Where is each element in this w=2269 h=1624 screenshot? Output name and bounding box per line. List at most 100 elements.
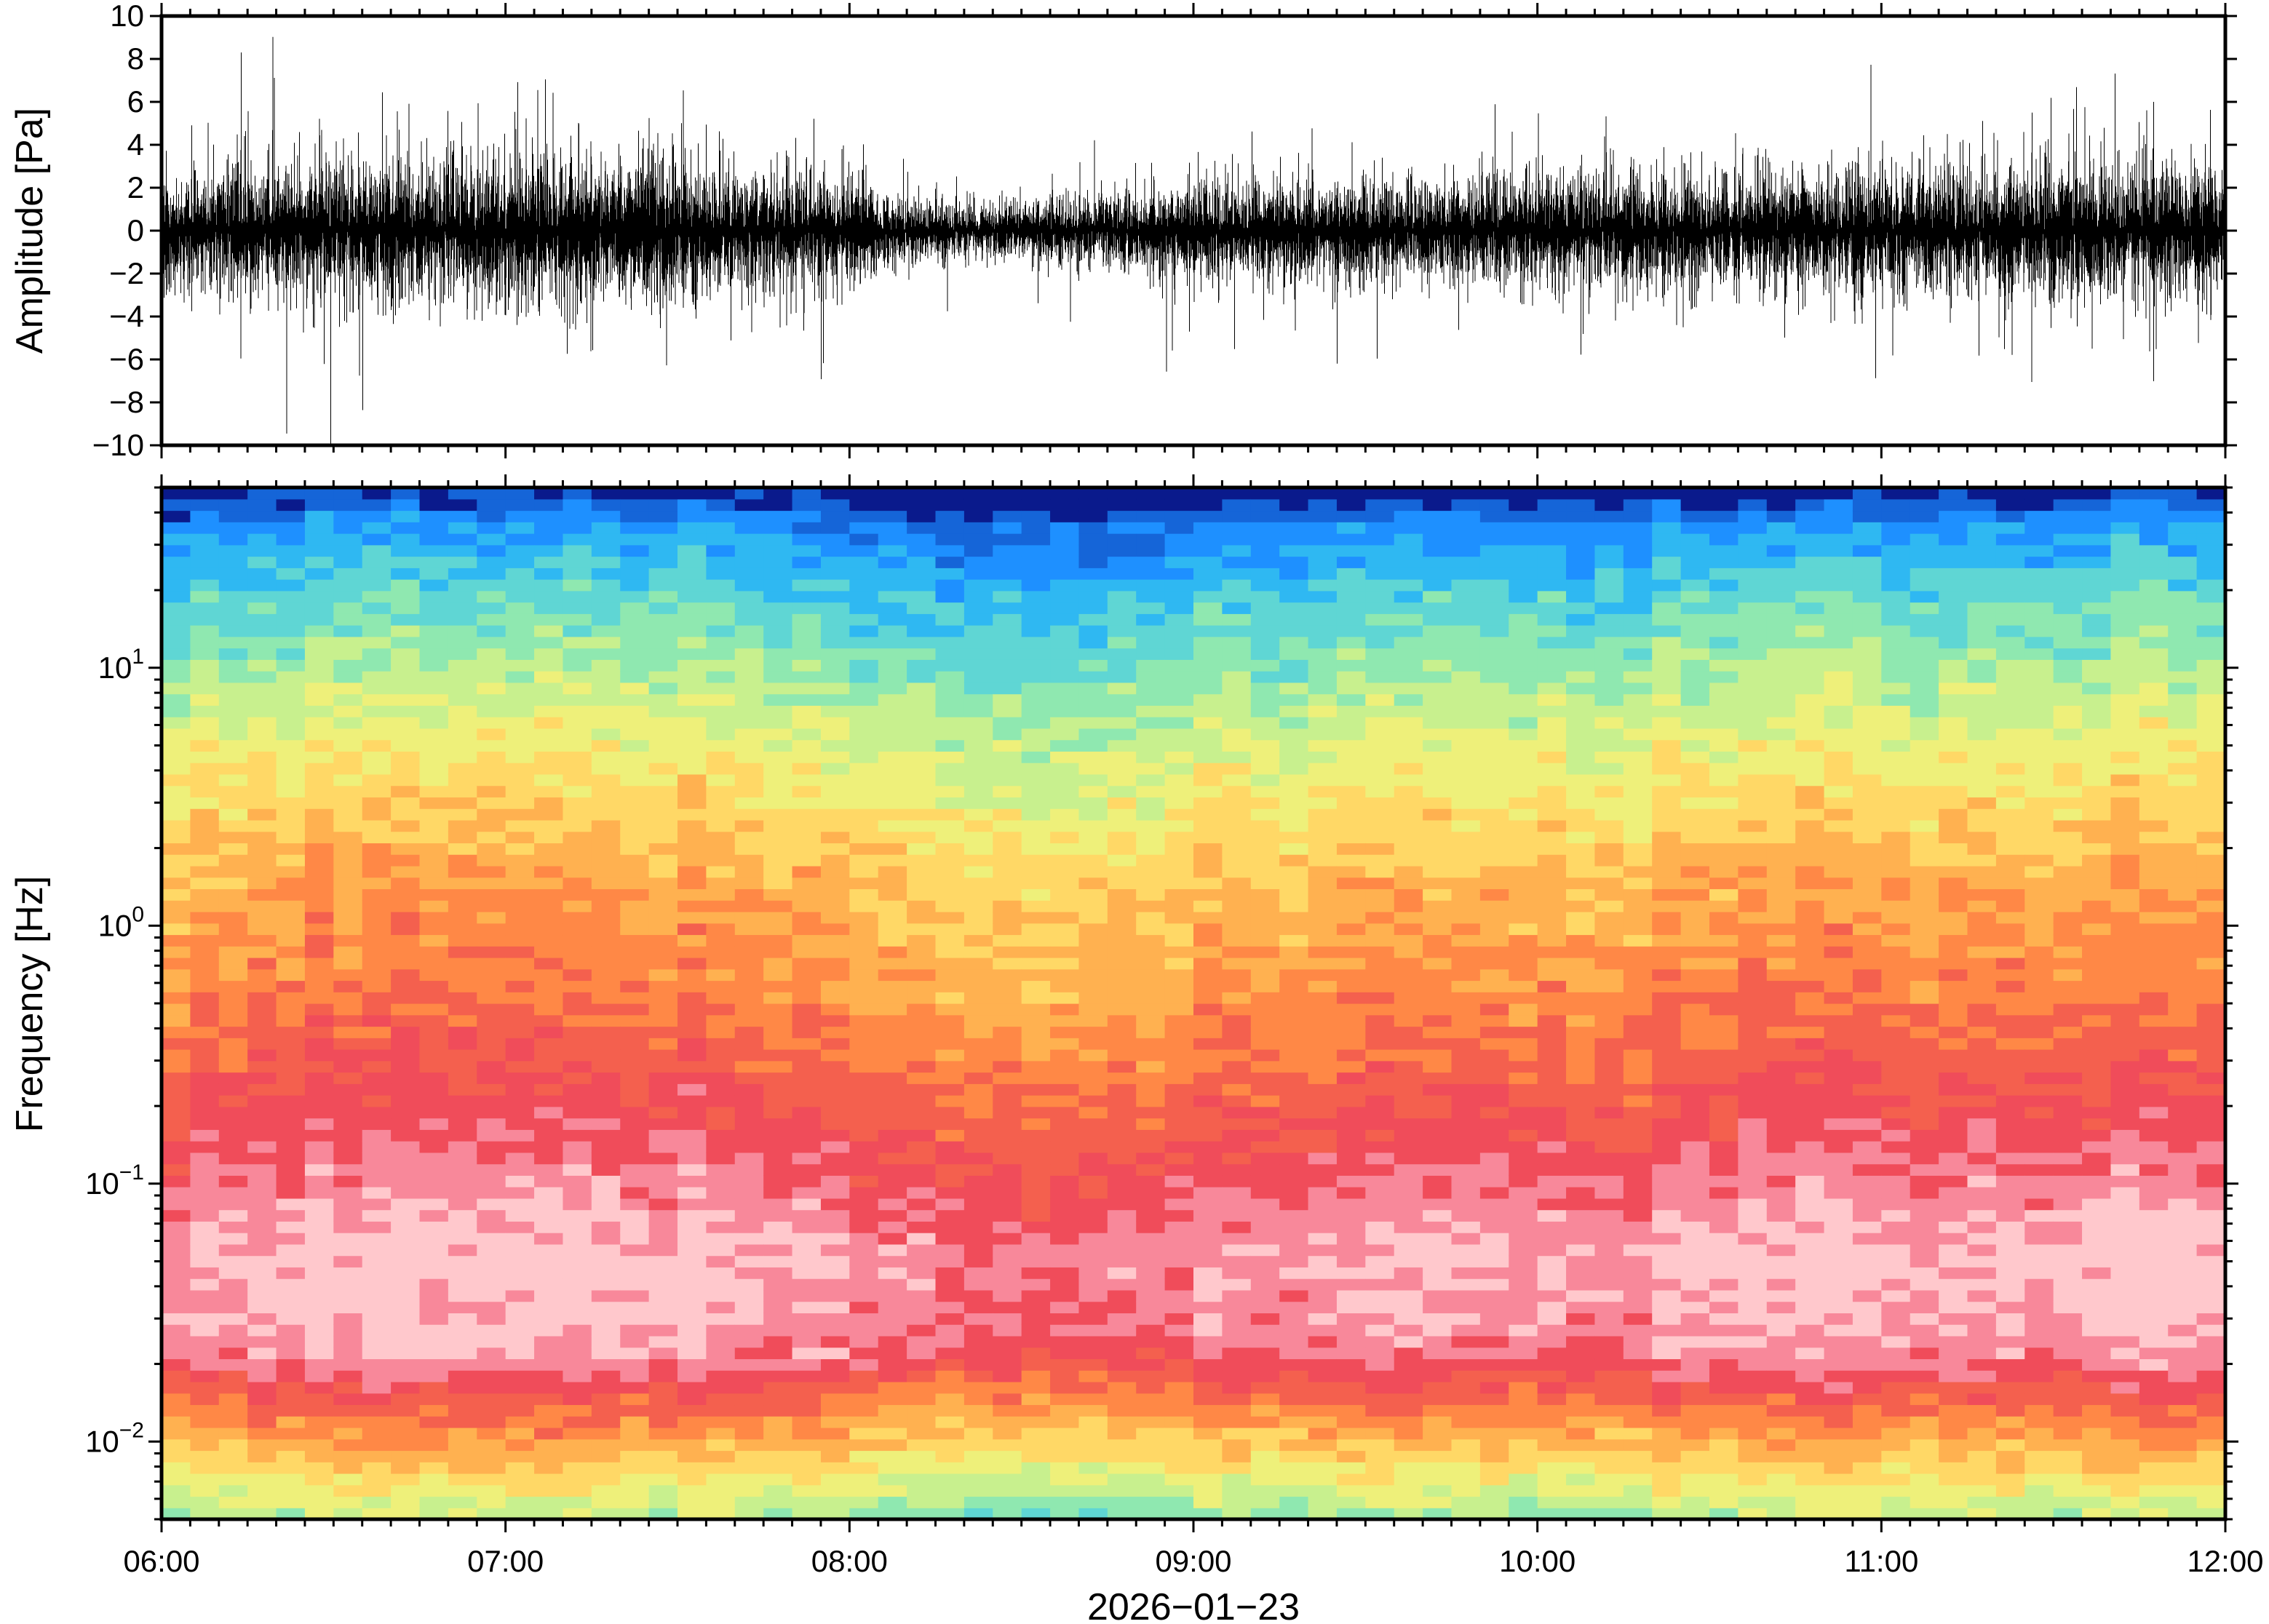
spectrogram-cell: [1423, 556, 1453, 568]
spectrogram-cell: [1365, 1450, 1395, 1462]
spectrogram-cell: [1451, 1255, 1481, 1267]
spectrogram-cell: [763, 602, 793, 614]
spectrogram-cell: [333, 1381, 363, 1394]
spectrogram-cell: [1594, 980, 1624, 992]
spectrogram-cell: [820, 854, 850, 867]
spectrogram-cell: [648, 1462, 678, 1474]
spectrogram-cell: [505, 1255, 535, 1267]
spectrogram-cell: [1308, 682, 1338, 695]
spectrogram-cell: [477, 1450, 506, 1462]
spectrogram-cell: [276, 968, 306, 982]
spectrogram-cell: [1423, 1083, 1453, 1096]
spectrogram-cell: [677, 717, 707, 729]
spectrogram-cell: [1336, 1026, 1366, 1038]
spectrogram-cell: [1193, 946, 1223, 958]
spectrogram-cell: [820, 900, 850, 912]
spectrogram-cell: [1336, 728, 1366, 741]
spectrogram-cell: [878, 717, 907, 729]
spectrogram-cell: [1394, 968, 1423, 982]
spectrogram-cell: [362, 498, 392, 512]
spectrogram-cell: [1394, 808, 1423, 821]
spectrogram-cell: [878, 1267, 907, 1279]
spectrogram-cell: [505, 682, 535, 695]
spectrogram-cell: [276, 1267, 306, 1279]
spectrogram-cell: [419, 773, 449, 787]
spectrogram-cell: [1107, 602, 1137, 614]
spectrogram-cell: [448, 1163, 477, 1176]
spectrogram-cell: [1250, 1118, 1280, 1130]
spectrogram-cells: [162, 487, 2226, 1520]
spectrogram-cell: [162, 1106, 191, 1119]
spectrogram-cell: [304, 1496, 334, 1508]
spectrogram-cell: [1652, 1358, 1682, 1371]
spectrogram-cell: [1164, 739, 1194, 752]
spectrogram-cell: [1652, 544, 1682, 557]
spectrogram-cell: [391, 1072, 421, 1084]
spectrogram-cell: [706, 797, 736, 809]
spectrogram-cell: [792, 1496, 822, 1508]
spectrogram-cell: [1680, 1163, 1710, 1176]
spectrogram-cell: [1336, 1049, 1366, 1062]
spectrogram-cell: [849, 865, 879, 878]
spectrogram-cell: [1537, 1370, 1567, 1382]
spectrogram-cell: [734, 1508, 764, 1520]
spectrogram-cell: [1623, 693, 1653, 706]
spectrogram-cell: [362, 579, 392, 592]
spectrogram-cell: [620, 773, 650, 787]
spectrogram-cell: [1652, 1106, 1682, 1119]
spectrogram-cell: [505, 613, 535, 626]
spectrogram-cell: [648, 1278, 678, 1291]
spectrogram-cell: [1652, 946, 1682, 958]
spectrogram-cell: [534, 602, 564, 614]
spectrogram-cell: [1050, 1152, 1080, 1165]
spectrogram-cell: [677, 1060, 707, 1073]
spectrogram-cell: [1394, 1508, 1423, 1520]
spectrogram-cell: [1652, 728, 1682, 741]
spectrogram-cell: [362, 1233, 392, 1245]
spectrogram-cell: [1078, 1198, 1108, 1211]
spectrogram-cell: [1193, 1450, 1223, 1462]
spectrogram-cell: [820, 1233, 850, 1245]
spectrogram-cell: [333, 1255, 363, 1267]
spectrogram-cell: [1279, 1416, 1309, 1428]
spectrogram-cell: [792, 808, 822, 821]
spectrogram-cell: [1136, 1175, 1166, 1187]
spectrogram-cell: [1537, 1347, 1567, 1360]
spectrogram-cell: [1680, 1404, 1710, 1417]
spectrogram-cell: [620, 522, 650, 534]
spectrogram-cell: [1336, 533, 1366, 546]
spectrogram-cell: [1537, 682, 1567, 695]
spectrogram-cell: [276, 865, 306, 878]
spectrogram-cell: [677, 1473, 707, 1486]
spectrogram-cell: [792, 1003, 822, 1016]
spectrogram-cell: [1279, 1370, 1309, 1382]
spectrogram-cell: [1336, 556, 1366, 568]
spectrogram-cell: [1509, 1243, 1538, 1257]
spectrogram-cell: [477, 980, 506, 992]
spectrogram-cell: [878, 1508, 907, 1520]
spectrogram-cell: [907, 1141, 937, 1153]
spectrogram-cell: [391, 1026, 421, 1038]
spectrogram-cell: [362, 1347, 392, 1360]
spectrogram-cell: [1222, 1060, 1252, 1073]
spectrogram-cell: [448, 1381, 477, 1394]
spectrogram-cell: [591, 1381, 621, 1394]
spectrogram-cell: [333, 1496, 363, 1508]
spectrogram-cell: [907, 693, 937, 706]
spectrogram-cell: [849, 1335, 879, 1348]
spectrogram-cell: [1394, 682, 1423, 695]
spectrogram-cell: [1136, 1118, 1166, 1130]
spectrogram-cell: [1250, 1335, 1280, 1348]
spectrogram-cell: [190, 1049, 220, 1062]
spectrogram-cell: [620, 1026, 650, 1038]
spectrogram-cell: [878, 1484, 907, 1497]
spectrogram-cell: [247, 613, 277, 626]
spectrogram-cell: [878, 751, 907, 763]
spectrogram-cell: [362, 785, 392, 797]
spectrogram-cell: [190, 1233, 220, 1245]
spectrogram-cell: [1623, 1450, 1653, 1462]
spectrogram-cell: [734, 1026, 764, 1038]
spectrogram-cell: [1279, 728, 1309, 741]
spectrogram-cell: [1279, 1175, 1309, 1187]
spectrogram-cell: [190, 1152, 220, 1165]
